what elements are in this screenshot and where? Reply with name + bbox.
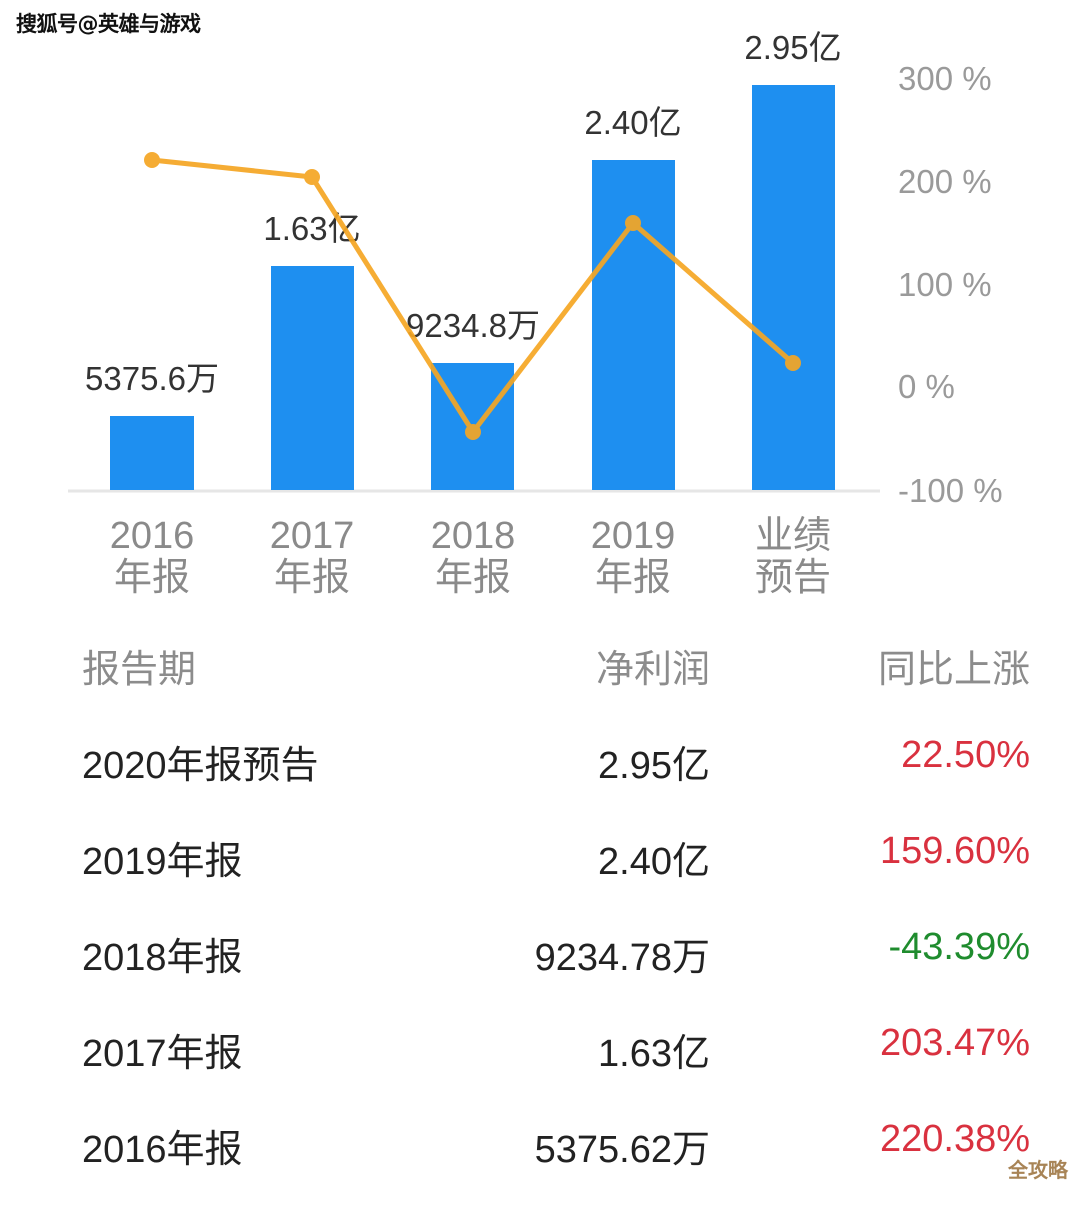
bar-2017: [271, 266, 354, 490]
growth-line: [144, 152, 801, 440]
header-change: 同比上涨: [877, 649, 1030, 691]
bar-2019: [592, 160, 675, 490]
x-label-2016-line2: 年报: [114, 557, 190, 599]
growth-point-2017: [304, 169, 320, 185]
table-row: 2020年报预告 2.95亿 22.50%: [82, 726, 1030, 822]
row-profit: 2.95亿: [598, 745, 710, 787]
table-row: 2017年报 1.63亿 203.47%: [82, 1014, 1030, 1110]
row-period: 2018年报: [82, 937, 243, 979]
row-change: -43.39%: [888, 926, 1030, 968]
x-label-2016-line1: 2016: [110, 515, 195, 557]
row-profit: 5375.62万: [534, 1129, 710, 1171]
row-period: 2016年报: [82, 1129, 243, 1171]
header-period: 报告期: [82, 649, 197, 691]
row-profit: 2.40亿: [598, 841, 710, 883]
table-row: 2019年报 2.40亿 159.60%: [82, 822, 1030, 918]
growth-point-2016: [144, 152, 160, 168]
bar-2016: [110, 416, 194, 490]
x-label-2017-line1: 2017: [270, 515, 355, 557]
x-label-2018-line2: 年报: [435, 557, 511, 599]
bar-data-labels: 5375.6万 1.63亿 9234.8万 2.40亿 2.95亿: [85, 29, 842, 397]
profit-table: 报告期 净利润 同比上涨 2020年报预告 2.95亿 22.50% 2019年…: [82, 630, 1030, 1206]
row-change: 159.60%: [879, 830, 1030, 872]
right-axis-tick: 200 %: [898, 163, 992, 200]
bar-label-2018: 9234.8万: [406, 307, 540, 344]
watermark-source: 搜狐号@英雄与游戏: [16, 12, 201, 36]
row-profit: 9234.78万: [534, 937, 710, 979]
x-label-forecast-line2: 预告: [755, 557, 831, 599]
growth-point-2019: [625, 215, 641, 231]
right-axis-tick: 0 %: [898, 368, 955, 405]
bar-forecast: [752, 85, 835, 490]
x-label-2019-line1: 2019: [591, 515, 676, 557]
table-header: 报告期 净利润 同比上涨: [82, 630, 1030, 726]
growth-point-2018: [465, 424, 481, 440]
bar-label-2016: 5375.6万: [85, 360, 219, 397]
row-profit: 1.63亿: [598, 1033, 710, 1075]
x-axis-labels: 2016 年报 2017 年报 2018 年报 2019 年报 业绩 预告: [110, 515, 831, 599]
x-label-2017-line2: 年报: [274, 557, 350, 599]
profit-chart: 5375.6万 1.63亿 9234.8万 2.40亿 2.95亿 300 % …: [68, 29, 1003, 599]
row-change: 203.47%: [879, 1022, 1030, 1064]
right-axis-tick: 300 %: [898, 60, 992, 97]
watermark-brand: 全攻略: [1008, 1158, 1068, 1182]
x-label-forecast-line1: 业绩: [755, 515, 831, 557]
growth-point-forecast: [785, 355, 801, 371]
x-label-2018-line1: 2018: [431, 515, 516, 557]
header-profit: 净利润: [595, 649, 710, 691]
right-axis: 300 % 200 % 100 % 0 % -100 %: [898, 60, 1003, 509]
bar-label-forecast: 2.95亿: [744, 29, 841, 66]
table-row: 2018年报 9234.78万 -43.39%: [82, 918, 1030, 1014]
row-period: 2020年报预告: [82, 745, 319, 787]
bar-label-2019: 2.40亿: [584, 104, 681, 141]
right-axis-tick: -100 %: [898, 472, 1003, 509]
row-period: 2019年报: [82, 841, 243, 883]
x-label-2019-line2: 年报: [595, 557, 671, 599]
table-row: 2016年报 5375.62万 220.38%: [82, 1110, 1030, 1206]
row-period: 2017年报: [82, 1033, 243, 1075]
right-axis-tick: 100 %: [898, 266, 992, 303]
row-change: 220.38%: [879, 1118, 1030, 1160]
row-change: 22.50%: [901, 734, 1030, 776]
